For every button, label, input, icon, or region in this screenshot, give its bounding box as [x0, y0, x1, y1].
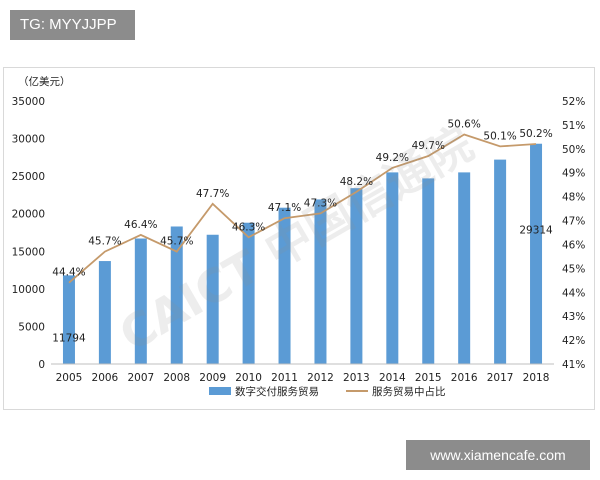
- bar-data-label: 11794: [52, 332, 86, 344]
- right-tick-label: 52%: [562, 96, 585, 108]
- right-tick-label: 43%: [562, 311, 585, 323]
- right-tick-label: 42%: [562, 335, 585, 347]
- y-axis-unit-label: （亿美元）: [18, 75, 71, 88]
- left-tick-label: 30000: [12, 134, 45, 146]
- x-tick-label: 2006: [92, 372, 119, 384]
- bar: [386, 172, 399, 364]
- line-series: [68, 133, 537, 284]
- x-tick-label: 2017: [487, 372, 514, 384]
- legend-line-label: 服务贸易中占比: [372, 385, 446, 398]
- line-data-label: 46.4%: [124, 219, 157, 231]
- bar: [278, 207, 291, 364]
- left-tick-label: 10000: [12, 284, 45, 296]
- line-path: [68, 133, 537, 284]
- bar: [530, 143, 543, 364]
- line-data-label: 49.2%: [376, 152, 409, 164]
- line-data-label: 47.3%: [304, 197, 337, 209]
- left-tick-label: 35000: [12, 96, 45, 108]
- chart-legend: 数字交付服务贸易 服务贸易中占比: [209, 385, 446, 398]
- left-axis: 0 5000 10000 15000 20000 25000 30000 35000: [12, 96, 45, 371]
- left-tick-label: 5000: [18, 321, 45, 333]
- data-labels: 44.4% 45.7%46.4%45.7% 47.7% 46.3%47.1% 47.3%…: [52, 118, 553, 344]
- bar: [422, 178, 435, 364]
- bar: [458, 172, 471, 364]
- bar-series: [62, 143, 543, 364]
- bar: [242, 222, 255, 364]
- x-tick-label: 2014: [379, 372, 406, 384]
- right-tick-label: 48%: [562, 192, 585, 204]
- line-data-label: 46.3%: [232, 221, 265, 233]
- bar-data-label: 29314: [519, 225, 553, 237]
- x-axis: 2005 2006 2007 2008 2009 2010 2011 2012 2013 2014…: [51, 363, 554, 384]
- x-tick-label: 2018: [523, 372, 550, 384]
- line-data-label: 45.7%: [88, 236, 121, 248]
- x-tick-label: 2012: [307, 372, 334, 384]
- line-data-label: 47.1%: [268, 202, 301, 214]
- chart-container: 0 5000 10000 15000 20000 25000 30000 35000 41% 4…: [3, 67, 595, 410]
- line-data-label: 47.7%: [196, 188, 229, 200]
- line-data-label: 48.2%: [340, 176, 373, 188]
- bar: [98, 261, 111, 364]
- watermark-site-label: www.xiamencafe.com: [406, 440, 590, 470]
- legend-bar-swatch: [209, 387, 231, 395]
- bar: [206, 234, 219, 364]
- bar: [134, 238, 147, 364]
- right-tick-label: 50%: [562, 144, 585, 156]
- bar: [62, 275, 75, 364]
- left-tick-label: 25000: [12, 171, 45, 183]
- bar: [170, 226, 183, 364]
- left-tick-label: 15000: [12, 246, 45, 258]
- x-tick-label: 2010: [235, 372, 262, 384]
- line-data-label: 44.4%: [52, 267, 85, 279]
- right-tick-label: 41%: [562, 359, 585, 371]
- x-tick-label: 2005: [56, 372, 83, 384]
- line-data-label: 45.7%: [160, 236, 193, 248]
- right-tick-label: 46%: [562, 239, 585, 251]
- x-tick-label: 2015: [415, 372, 442, 384]
- bar: [314, 199, 327, 364]
- right-tick-label: 44%: [562, 287, 585, 299]
- x-tick-label: 2011: [271, 372, 298, 384]
- right-tick-label: 45%: [562, 263, 585, 275]
- left-tick-label: 0: [38, 359, 45, 371]
- legend-bar-label: 数字交付服务贸易: [235, 385, 319, 398]
- left-tick-label: 20000: [12, 209, 45, 221]
- line-data-label: 50.6%: [447, 118, 480, 130]
- line-data-label: 49.7%: [412, 140, 445, 152]
- line-data-label: 50.2%: [519, 128, 552, 140]
- x-tick-label: 2008: [163, 372, 190, 384]
- right-tick-label: 47%: [562, 216, 585, 228]
- watermark-tg-label: TG: MYYJJPP: [10, 10, 135, 40]
- right-tick-label: 49%: [562, 168, 585, 180]
- right-axis: 41% 42% 43% 44% 45% 46% 47% 48% 49% 50% 51% 52%: [562, 96, 585, 371]
- line-data-label: 50.1%: [483, 130, 516, 142]
- right-tick-label: 51%: [562, 120, 585, 132]
- bar: [350, 188, 363, 364]
- bar: [494, 159, 507, 364]
- x-tick-label: 2009: [199, 372, 226, 384]
- x-tick-label: 2007: [127, 372, 154, 384]
- x-tick-label: 2016: [451, 372, 478, 384]
- x-tick-label: 2013: [343, 372, 370, 384]
